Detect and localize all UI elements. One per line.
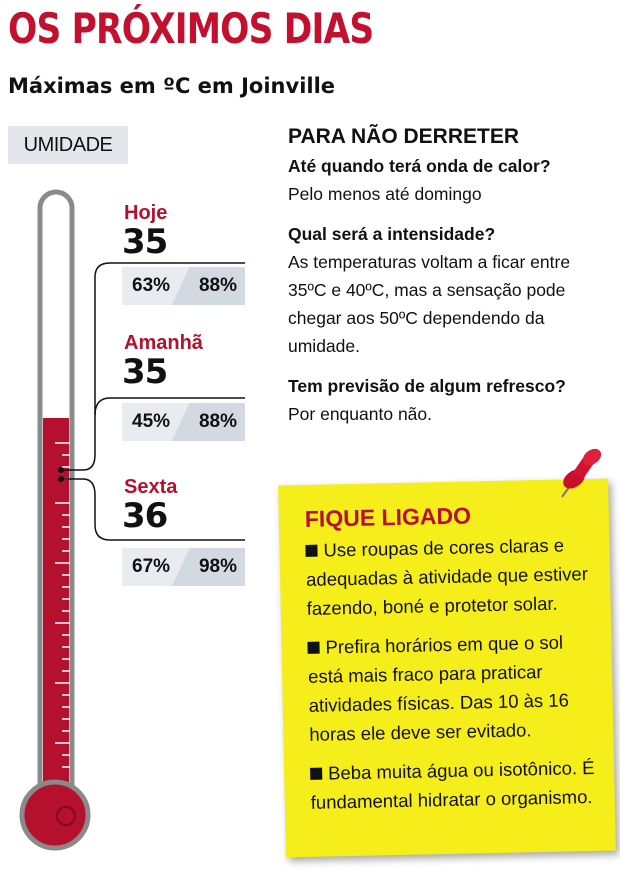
max-temp: 35 (122, 222, 168, 262)
bullet-icon (307, 641, 320, 654)
humidity-min: 63% (132, 275, 171, 296)
day-label: Sexta (124, 476, 178, 498)
page-title: OS PRÓXIMOS DIAS (8, 4, 374, 53)
answer: As temperaturas voltam a ficar entre 35º… (288, 252, 571, 356)
tip: Prefira horários em que o sol está mais … (307, 631, 570, 745)
humidity-max: 88% (198, 275, 237, 296)
max-temp: 36 (122, 496, 168, 536)
info-qa: Até quando terá onda de calor? Pelo meno… (288, 152, 598, 428)
question: Qual será a intensidade? (288, 224, 496, 244)
day-label: Amanhã (124, 332, 203, 354)
max-temp: 35 (122, 352, 168, 392)
connector-lines (58, 262, 245, 541)
humidity-max: 98% (198, 556, 237, 577)
humidity-max: 88% (198, 411, 237, 432)
humidity-min: 67% (132, 556, 171, 577)
humidity-min: 45% (132, 411, 171, 432)
tip: Beba muita água ou isotônico. É fundamen… (310, 756, 595, 813)
pushpin-icon (561, 448, 602, 498)
question: Até quando terá onda de calor? (288, 156, 551, 176)
humidity-label: UMIDADE (8, 126, 128, 164)
tip: Use roupas de cores claras e adequadas à… (305, 534, 589, 619)
humidity-row: 63% 88% (122, 267, 245, 305)
thermometer-icon (19, 189, 91, 851)
sticky-note: FIQUE LIGADO Use roupas de cores claras … (278, 478, 616, 858)
humidity-row: 45% 88% (122, 403, 245, 441)
question: Tem previsão de algum refresco? (288, 376, 566, 396)
answer: Pelo menos até domingo (288, 184, 482, 204)
humidity-row: 67% 98% (122, 548, 245, 586)
answer: Por enquanto não. (288, 404, 433, 424)
info-title: PARA NÃO DERRETER (288, 125, 520, 148)
bullet-icon (310, 767, 323, 780)
subtitle: Máximas em ºC em Joinville (8, 74, 336, 98)
bullet-icon (305, 544, 318, 557)
day-label: Hoje (124, 202, 168, 224)
